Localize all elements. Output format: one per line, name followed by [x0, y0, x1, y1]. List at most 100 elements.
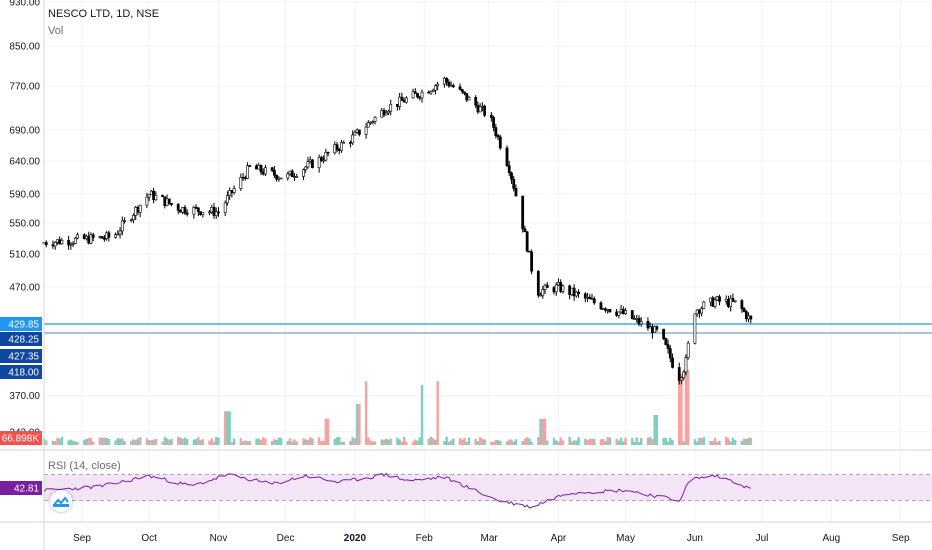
candle-body: [290, 170, 294, 178]
time-axis[interactable]: Sep Oct Nov Dec 2020 Feb Mar Apr May Jun Jul Aug Sep: [73, 533, 910, 544]
tradingview-logo[interactable]: [50, 490, 72, 512]
volume-bar: [194, 438, 198, 445]
symbol-legend[interactable]: NESCO LTD, 1D, NSE: [48, 8, 160, 20]
volume-bar: [311, 438, 314, 445]
volume-bar: [373, 441, 377, 445]
volume-bar: [552, 437, 556, 445]
volume-bar: [53, 440, 57, 445]
candle-body: [102, 238, 106, 240]
candle-body: [243, 177, 247, 179]
price-badge: [0, 365, 42, 379]
volume-bar: [60, 436, 64, 445]
candle-body: [420, 91, 424, 99]
candle-body: [293, 176, 296, 178]
volume-bar: [666, 441, 670, 445]
volume-bar: [637, 441, 641, 445]
volume-bar: [640, 438, 643, 445]
time-tick-label: 2020: [344, 533, 367, 544]
candle-body: [228, 190, 232, 196]
candle-body: [239, 177, 243, 189]
time-tick-label: Oct: [141, 533, 157, 544]
candle-body: [382, 110, 386, 116]
candle-body: [264, 167, 267, 175]
volume-bar: [664, 438, 668, 445]
candle-body: [181, 207, 185, 213]
candle-body: [51, 244, 55, 247]
candle-body: [492, 117, 495, 128]
volume-bar: [105, 437, 108, 445]
volume-bar: [601, 438, 605, 445]
horizontal-lines[interactable]: [44, 323, 932, 334]
candle-body: [521, 195, 525, 230]
volume-bar: [69, 439, 73, 445]
candle-body: [364, 126, 368, 135]
price-badge-label: 427.35: [8, 352, 39, 363]
volume-bar: [170, 438, 173, 445]
candle-body: [337, 149, 341, 151]
candle-body: [277, 177, 281, 180]
price-tick-label: 470.00: [9, 283, 40, 294]
candle-body: [275, 174, 279, 180]
candle-body: [536, 270, 540, 296]
candle-body: [145, 196, 149, 206]
volume-bar: [85, 438, 88, 445]
volume-bar: [241, 441, 245, 445]
candle-body: [436, 83, 440, 87]
volume-bar: [525, 437, 529, 445]
volume-bar: [648, 437, 652, 445]
volume-legend[interactable]: Vol: [48, 25, 64, 37]
volume-bar: [429, 436, 433, 445]
candle-body: [496, 135, 500, 138]
volume-bar: [575, 440, 578, 445]
grid: [44, 0, 932, 522]
time-tick-label: Sep: [73, 533, 91, 544]
volume-bar: [147, 440, 151, 445]
candle-body: [639, 321, 643, 325]
candle-body: [619, 309, 623, 313]
candle-body: [431, 89, 435, 92]
candle-body: [686, 342, 690, 359]
volume-bar: [402, 436, 406, 445]
volume-bar: [434, 439, 437, 445]
volume-bar: [208, 440, 211, 445]
volume-bar: [405, 441, 408, 445]
volume-bar: [116, 437, 120, 445]
volume-bar: [179, 437, 182, 445]
candle-body: [554, 284, 558, 293]
volume-bar: [87, 438, 90, 445]
price-badge-label: 42.81: [14, 484, 39, 495]
volume-bar: [494, 440, 498, 445]
volume-bar: [655, 415, 659, 445]
volume-bar: [593, 438, 596, 445]
candle-body: [742, 308, 746, 312]
candle-body: [87, 235, 91, 244]
candle-body: [655, 326, 659, 330]
volume-bar: [662, 437, 665, 445]
volume-bar: [420, 385, 424, 445]
price-badge-label: 428.25: [8, 335, 39, 346]
candle-body: [525, 231, 529, 252]
volume-bar: [58, 438, 61, 445]
candle-body: [100, 236, 104, 239]
candle-body: [118, 230, 122, 235]
candle-body: [494, 127, 498, 136]
candle-body: [89, 234, 93, 244]
volume-bar: [463, 437, 466, 445]
candle-body: [308, 159, 312, 162]
volume-bar: [51, 440, 55, 445]
price-badge: [0, 332, 42, 346]
volume-bar: [145, 438, 149, 445]
candle-body: [530, 251, 534, 272]
rsi-legend[interactable]: RSI (14, close): [48, 460, 121, 472]
candle-body: [82, 234, 86, 240]
candle-body: [154, 195, 158, 201]
price-badge: [0, 431, 42, 445]
candle-body: [604, 308, 607, 311]
time-tick-label: Sep: [892, 533, 910, 544]
volume-bar: [481, 438, 484, 445]
candle-body: [666, 344, 670, 349]
volume-bar: [201, 439, 205, 445]
candle-body: [510, 172, 513, 180]
volume-bar: [431, 438, 435, 445]
